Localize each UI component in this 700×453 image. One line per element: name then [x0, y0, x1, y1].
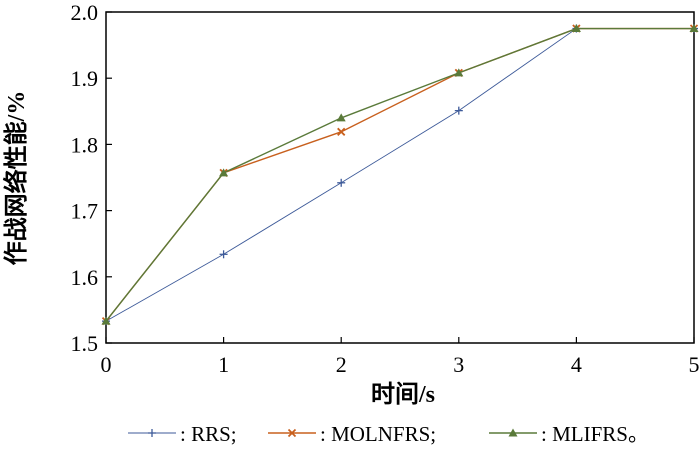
series-layer	[101, 24, 699, 326]
y-tick-label: 1.8	[71, 132, 99, 157]
data-point	[454, 106, 463, 115]
legend-item-1: : RRS;	[128, 422, 237, 446]
series-line	[105, 27, 694, 322]
legend-marker	[508, 428, 518, 437]
marker-shape	[219, 168, 229, 177]
legend-marker	[148, 429, 156, 437]
data-point	[336, 113, 346, 122]
legend-label: : MLIFRS。	[541, 422, 649, 446]
x-tick-label: 0	[101, 352, 112, 377]
series-line	[105, 28, 694, 322]
series-2	[101, 24, 699, 326]
legend-marker	[287, 428, 297, 438]
series-3	[101, 24, 699, 325]
x-tick-label: 1	[218, 352, 229, 377]
marker-stroke	[337, 127, 346, 136]
y-tick-label: 1.9	[71, 66, 99, 91]
x-tick-label: 5	[689, 352, 700, 377]
x-tick-label: 3	[453, 352, 464, 377]
marker-shape	[454, 68, 464, 77]
marker-stroke	[287, 428, 297, 438]
data-point	[337, 127, 346, 136]
legend-item-3: : MLIFRS。	[489, 422, 649, 446]
legend: : RRS; : MOLNFRS; : MLIFRS。	[128, 422, 649, 446]
data-point	[454, 68, 464, 77]
data-point	[571, 24, 581, 33]
series-1	[102, 24, 698, 326]
x-tick-label: 4	[571, 352, 582, 377]
x-tick-label: 2	[336, 352, 347, 377]
y-tick-label: 1.5	[71, 331, 99, 356]
plot-frame	[105, 11, 695, 344]
marker-shape	[689, 24, 699, 33]
marker-shape	[508, 428, 518, 437]
legend-label: : MOLNFRS;	[320, 422, 436, 446]
marker-shape	[571, 24, 581, 33]
data-point	[689, 24, 699, 33]
axes: 0 1 2 3 4 5 1.5 1.6 1.7 1.8 1.9 2.0	[71, 0, 700, 377]
series-line	[105, 27, 694, 322]
y-tick-label: 1.6	[71, 265, 99, 290]
y-tick-label: 2.0	[71, 0, 99, 25]
data-point	[219, 168, 229, 177]
legend-label: : RRS;	[180, 422, 237, 446]
marker-shape	[101, 316, 111, 325]
marker-shape	[336, 113, 346, 122]
data-point	[219, 250, 228, 259]
y-axis-title: 作战网络性能/%	[2, 91, 30, 266]
data-point	[101, 316, 111, 325]
legend-item-2: : MOLNFRS;	[268, 422, 436, 446]
data-point	[337, 178, 346, 187]
y-tick-label: 1.7	[71, 199, 99, 224]
x-axis-title: 时间/s	[371, 381, 435, 408]
